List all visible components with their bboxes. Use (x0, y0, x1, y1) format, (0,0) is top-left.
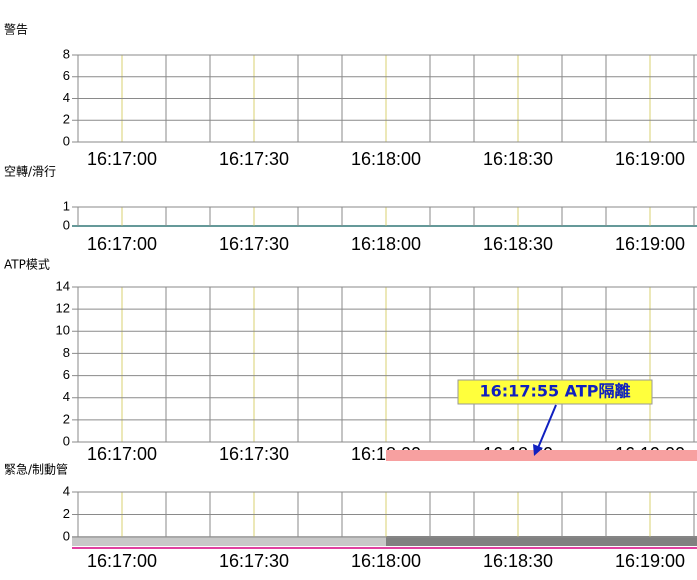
y-tick-label: 12 (56, 301, 70, 316)
annotation-arrow (537, 404, 557, 449)
y-tick-label: 0 (63, 133, 70, 148)
y-tick-label: 0 (63, 528, 70, 543)
arrow-head (533, 444, 543, 456)
panels: 警告 0 2 4 6 8 16:17:00 16:17:30 16:18:00 16:18:30 1… (4, 22, 697, 571)
time-tick-label: 16:19:00 (615, 551, 685, 571)
time-tick-label: 16:17:00 (87, 149, 157, 169)
y-tick-label: 2 (63, 112, 70, 127)
time-tick-label: 16:18:30 (483, 149, 553, 169)
y-tick-label: 0 (63, 217, 70, 232)
y-tick-label: 1 (63, 198, 70, 213)
y-tick-label: 14 (56, 278, 70, 293)
time-tick-label: 16:18:00 (351, 234, 421, 254)
annotation-box (457, 379, 653, 405)
y-tick-label: 10 (56, 323, 70, 338)
panel-title: 警告 (4, 22, 28, 37)
time-tick-label: 16:18:00 (351, 149, 421, 169)
time-tick-label: 16:17:30 (219, 234, 289, 254)
y-tick-label: 6 (63, 367, 70, 382)
time-tick-label: 16:17:30 (219, 444, 289, 464)
y-tick-label: 4 (63, 90, 70, 105)
time-tick-label: 16:17:30 (219, 551, 289, 571)
panel-title: 空轉/滑行 (4, 165, 56, 179)
y-tick-label: 6 (63, 68, 70, 83)
annotation: 16:17:55 ATP隔離 (480, 382, 631, 401)
time-tick-label: 16:17:00 (87, 444, 157, 464)
time-tick-label: 16:18:30 (483, 234, 553, 254)
panel-title: 緊急/制動管 (4, 462, 68, 477)
time-tick-label: 16:18:30 (483, 551, 553, 571)
y-tick-label: 8 (63, 345, 70, 360)
y-tick-label: 2 (63, 411, 70, 426)
atp-isolation-band (386, 450, 697, 461)
panel-title: ATP模式 (4, 258, 50, 272)
state-band-light (72, 536, 386, 546)
state-band-dark (386, 536, 697, 546)
y-tick-label: 0 (63, 433, 70, 448)
y-tick-label: 8 (63, 46, 70, 61)
y-tick-label: 2 (63, 506, 70, 521)
time-tick-label: 16:17:00 (87, 551, 157, 571)
time-tick-label: 16:19:00 (615, 234, 685, 254)
time-tick-label: 16:19:00 (615, 149, 685, 169)
time-tick-label: 16:17:00 (87, 234, 157, 254)
y-tick-label: 4 (63, 483, 70, 498)
time-tick-label: 16:18:00 (351, 551, 421, 571)
y-tick-label: 4 (63, 389, 70, 404)
time-tick-label: 16:17:30 (219, 149, 289, 169)
